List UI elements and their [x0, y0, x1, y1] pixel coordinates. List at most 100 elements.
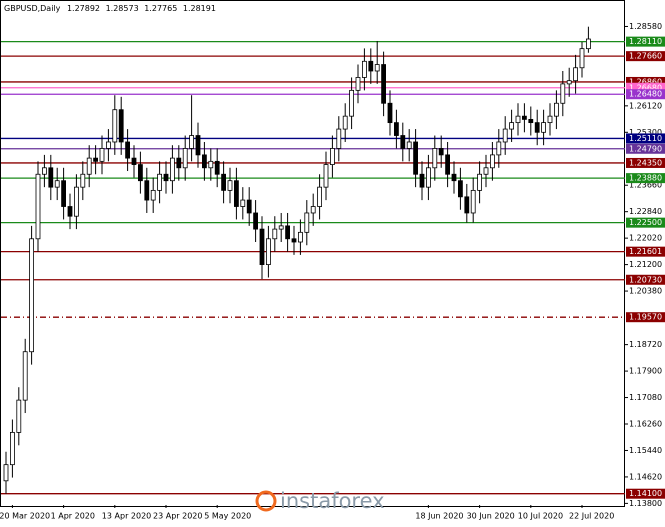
- candle-body: [42, 167, 47, 175]
- level-label: 1.22500: [629, 218, 662, 227]
- candle-body: [477, 173, 483, 191]
- level-label-box: [626, 82, 665, 93]
- candle-body: [35, 173, 41, 240]
- level-label: 1.24790: [629, 144, 662, 153]
- candle-body: [61, 180, 66, 207]
- candle-body: [176, 157, 182, 169]
- candle-body: [336, 128, 342, 149]
- candle-body: [106, 141, 111, 149]
- level-label: 1.27660: [629, 52, 662, 61]
- candle-body: [515, 115, 521, 124]
- candle-body: [355, 77, 361, 91]
- candle-body: [509, 122, 515, 130]
- candle-body: [125, 141, 130, 159]
- candle-body: [489, 154, 495, 169]
- y-tick-label: 1.25300: [629, 128, 662, 137]
- level-label-box: [626, 488, 665, 499]
- candle-body: [297, 231, 303, 243]
- level-label-box: [626, 76, 665, 87]
- y-tick-label: 1.22840: [629, 207, 662, 216]
- candle-body: [86, 157, 92, 175]
- candle-body: [413, 141, 419, 175]
- level-label: 1.21601: [629, 247, 662, 256]
- candle-body: [323, 164, 329, 188]
- candle-body: [317, 186, 323, 207]
- ohlc-close: 1.28191: [183, 4, 216, 13]
- x-tick-label: 23 Apr 2020: [153, 512, 202, 521]
- candle-body: [131, 157, 137, 165]
- candle-body: [22, 351, 28, 401]
- y-tick-label: 1.21200: [629, 260, 662, 269]
- y-tick-label: 1.18720: [629, 340, 662, 349]
- candle-body: [169, 157, 175, 182]
- level-label-box: [626, 217, 665, 228]
- level-label-box: [626, 274, 665, 285]
- candle-body: [349, 89, 355, 117]
- candle-body: [253, 212, 259, 230]
- candle-body: [586, 38, 591, 50]
- candle-body: [208, 160, 214, 169]
- candle-body: [137, 164, 143, 182]
- plot-frame: [0, 0, 625, 507]
- candle-body: [246, 199, 252, 214]
- candle-body: [445, 154, 451, 175]
- candle-body: [221, 173, 227, 191]
- candle-body: [291, 238, 297, 243]
- candle-body: [16, 399, 22, 433]
- title: GBPUSD,Daily: [4, 4, 61, 13]
- candle-body: [387, 102, 393, 124]
- watermark: instaforex: [255, 489, 385, 513]
- level-label: 1.14100: [629, 489, 662, 498]
- candle-body: [522, 115, 527, 120]
- candle-body: [374, 64, 380, 72]
- candle-body: [233, 180, 239, 207]
- candle-body: [265, 238, 271, 266]
- level-label: 1.26860: [629, 77, 662, 86]
- candle-body: [502, 128, 508, 143]
- candle-body: [451, 173, 457, 182]
- candle-body: [259, 228, 265, 266]
- candle-body: [144, 180, 150, 201]
- candle-body: [457, 180, 463, 198]
- candle-body: [579, 48, 585, 69]
- candle-body: [48, 167, 54, 188]
- y-tick-label: 1.14620: [629, 472, 662, 481]
- level-label-box: [626, 246, 665, 257]
- x-tick-label: 18 Jun 2020: [415, 512, 463, 521]
- candle-body: [566, 80, 572, 85]
- x-tick-label: 20 Mar 2020: [0, 512, 50, 521]
- candle-body: [118, 109, 124, 143]
- y-tick-label: 1.17080: [629, 393, 662, 402]
- candle-body: [99, 148, 105, 162]
- watermark-text: instaforex: [280, 489, 385, 513]
- candle-body: [329, 148, 335, 165]
- y-tick-label: 1.16260: [629, 420, 662, 429]
- y-tick-label: 1.13800: [629, 499, 662, 508]
- level-label: 1.25110: [629, 134, 662, 143]
- candle-body: [541, 122, 546, 133]
- ohlc-low: 1.27765: [144, 4, 177, 13]
- candle-body: [240, 199, 246, 207]
- candle-body: [150, 189, 156, 201]
- candle-body: [163, 173, 169, 182]
- level-label-box: [626, 133, 665, 144]
- candle-body: [272, 228, 278, 240]
- y-tick-label: 1.20380: [629, 287, 662, 296]
- y-tick-label: 1.15440: [629, 446, 662, 455]
- x-tick-label: 30 Jun 2020: [467, 512, 515, 521]
- candle-body: [285, 225, 291, 240]
- x-tick-label: 1 Apr 2020: [51, 512, 95, 521]
- candle-body: [304, 212, 310, 233]
- level-label: 1.20730: [629, 275, 662, 284]
- candle-body: [342, 115, 348, 130]
- candle-body: [464, 196, 470, 214]
- candle-body: [182, 148, 188, 169]
- candle-body: [528, 118, 534, 124]
- level-label: 1.26680: [629, 83, 662, 92]
- candle-body: [112, 109, 118, 143]
- candle-body: [432, 148, 438, 169]
- level-label-box: [626, 36, 665, 47]
- candle-body: [189, 135, 195, 149]
